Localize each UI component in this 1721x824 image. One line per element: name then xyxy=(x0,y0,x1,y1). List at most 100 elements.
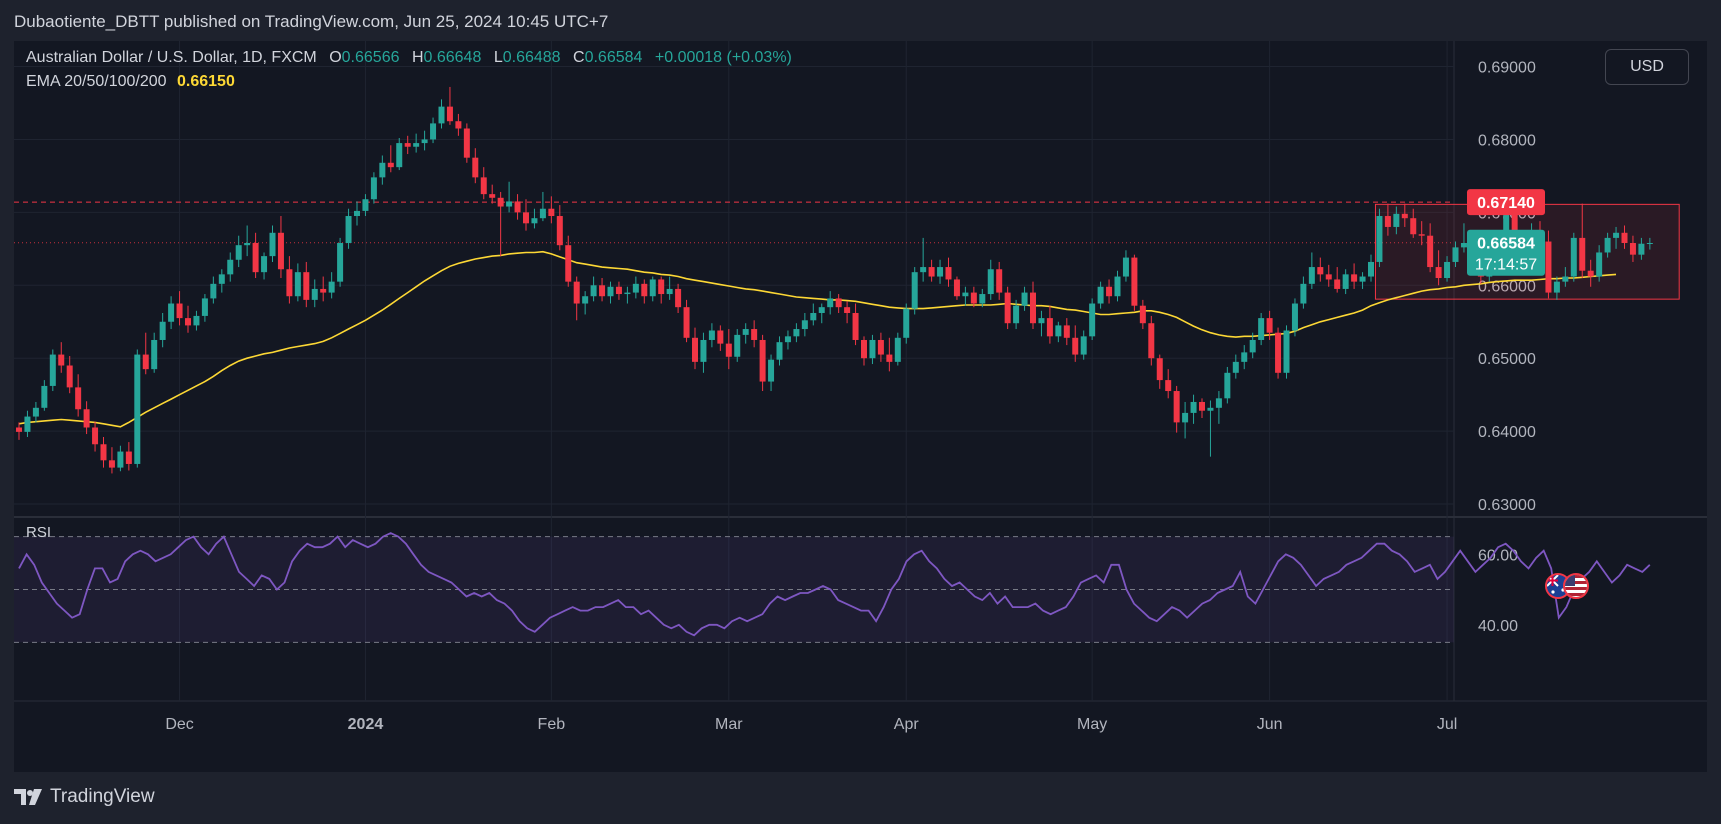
rsi-line xyxy=(18,532,1651,637)
candle-body xyxy=(1148,323,1155,359)
candle-body xyxy=(49,354,56,386)
candle-body xyxy=(1587,270,1594,277)
candle-body xyxy=(624,292,631,295)
last-price-tag xyxy=(1467,229,1545,276)
candle-body xyxy=(920,267,927,273)
candle-body xyxy=(683,307,690,338)
candle-body xyxy=(1038,318,1045,324)
candle-body xyxy=(1156,358,1163,381)
candle-body xyxy=(1325,274,1332,280)
x-tick-label: 2024 xyxy=(348,716,384,733)
candle-body xyxy=(337,242,344,282)
candle-body xyxy=(1351,274,1358,282)
candle-body xyxy=(615,286,622,295)
candle-body xyxy=(1342,274,1349,289)
candle-body xyxy=(1545,241,1552,293)
candle-body xyxy=(810,313,817,321)
tradingview-logo-icon xyxy=(14,787,44,807)
candle-body xyxy=(1089,303,1096,337)
candle-body xyxy=(303,272,310,300)
chart-panel[interactable]: 0.690000.680000.670000.660000.650000.640… xyxy=(14,41,1707,772)
candle-body xyxy=(717,330,724,344)
candle-body xyxy=(742,329,749,335)
candle-body xyxy=(1384,216,1391,227)
candle-body xyxy=(1613,232,1620,238)
us-flag-icon[interactable] xyxy=(1563,573,1589,599)
candle-body xyxy=(658,279,665,295)
candle-body xyxy=(793,329,800,337)
candle-body xyxy=(1114,276,1121,297)
candle-body xyxy=(227,259,234,275)
candle-body xyxy=(41,385,48,408)
candle-body xyxy=(1199,401,1205,411)
candle-body xyxy=(1579,237,1586,271)
ema-line xyxy=(18,250,1617,428)
candle-body xyxy=(928,267,935,277)
candle-body xyxy=(244,242,251,246)
legend-high-value: 0.66648 xyxy=(423,49,482,66)
candle-body xyxy=(235,245,242,260)
countdown-label: 17:14:57 xyxy=(1475,257,1537,274)
candle-body xyxy=(1258,318,1265,340)
candle-body xyxy=(210,283,217,299)
candle-body xyxy=(911,272,918,309)
candle-body xyxy=(1275,332,1282,373)
candle-body xyxy=(294,272,301,297)
legend-low-label: L xyxy=(493,49,503,66)
candle-body xyxy=(582,296,589,304)
legend-change: +0.00018 (+0.03%) xyxy=(654,49,792,66)
candle-body xyxy=(404,143,411,147)
candle-body xyxy=(937,267,944,277)
candle-body xyxy=(1621,232,1628,243)
candle-body xyxy=(590,285,597,297)
candle-body xyxy=(776,342,783,360)
candle-body xyxy=(1368,261,1374,277)
legend-open-value: 0.66566 xyxy=(341,49,400,66)
legend-ema[interactable]: EMA 20/50/100/200 0.66150 xyxy=(26,73,239,91)
candle-body xyxy=(421,139,428,144)
candle-body xyxy=(446,106,453,122)
tradingview-footer[interactable]: TradingView xyxy=(14,786,155,808)
candle-body xyxy=(818,307,825,314)
candle-body xyxy=(852,313,859,340)
candle-body xyxy=(1080,336,1087,355)
x-tick-label: Jul xyxy=(1437,716,1457,733)
candle-body xyxy=(1359,276,1366,282)
candle-body xyxy=(675,288,682,308)
candle-body xyxy=(1182,412,1189,423)
candle-body xyxy=(92,427,99,445)
candle-body xyxy=(548,208,555,217)
currency-button[interactable]: USD xyxy=(1605,49,1689,85)
candle-body xyxy=(539,208,546,219)
candles-group xyxy=(16,86,1653,474)
candle-body xyxy=(218,274,225,284)
candle-body xyxy=(438,106,445,124)
candle-body xyxy=(1131,257,1138,306)
legend-symbol: Australian Dollar / U.S. Dollar, 1D, FXC… xyxy=(26,49,317,66)
candle-body xyxy=(472,157,479,178)
candle-body xyxy=(869,339,876,359)
y-tick-label: 0.65000 xyxy=(1478,351,1536,368)
chart-svg[interactable]: 0.690000.680000.670000.660000.650000.640… xyxy=(14,41,1707,772)
candle-body xyxy=(962,292,969,297)
candle-body xyxy=(1638,243,1645,255)
candle-body xyxy=(725,343,732,357)
candle-body xyxy=(894,337,901,362)
candle-body xyxy=(168,303,175,322)
x-tick-label: Apr xyxy=(894,716,920,733)
candle-body xyxy=(523,212,529,224)
candle-body xyxy=(1097,286,1104,304)
candle-body xyxy=(1013,305,1020,324)
candle-body xyxy=(497,197,504,207)
candle-body xyxy=(1207,407,1214,411)
candle-body xyxy=(784,336,791,343)
x-tick-label: Mar xyxy=(715,716,743,733)
candle-body xyxy=(1334,279,1341,289)
y-tick-label: 0.69000 xyxy=(1478,60,1536,77)
candle-body xyxy=(455,121,462,129)
candle-body xyxy=(387,162,394,168)
candle-body xyxy=(328,281,335,293)
candle-body xyxy=(379,162,386,178)
candle-body xyxy=(945,267,952,280)
candle-body xyxy=(599,285,606,297)
